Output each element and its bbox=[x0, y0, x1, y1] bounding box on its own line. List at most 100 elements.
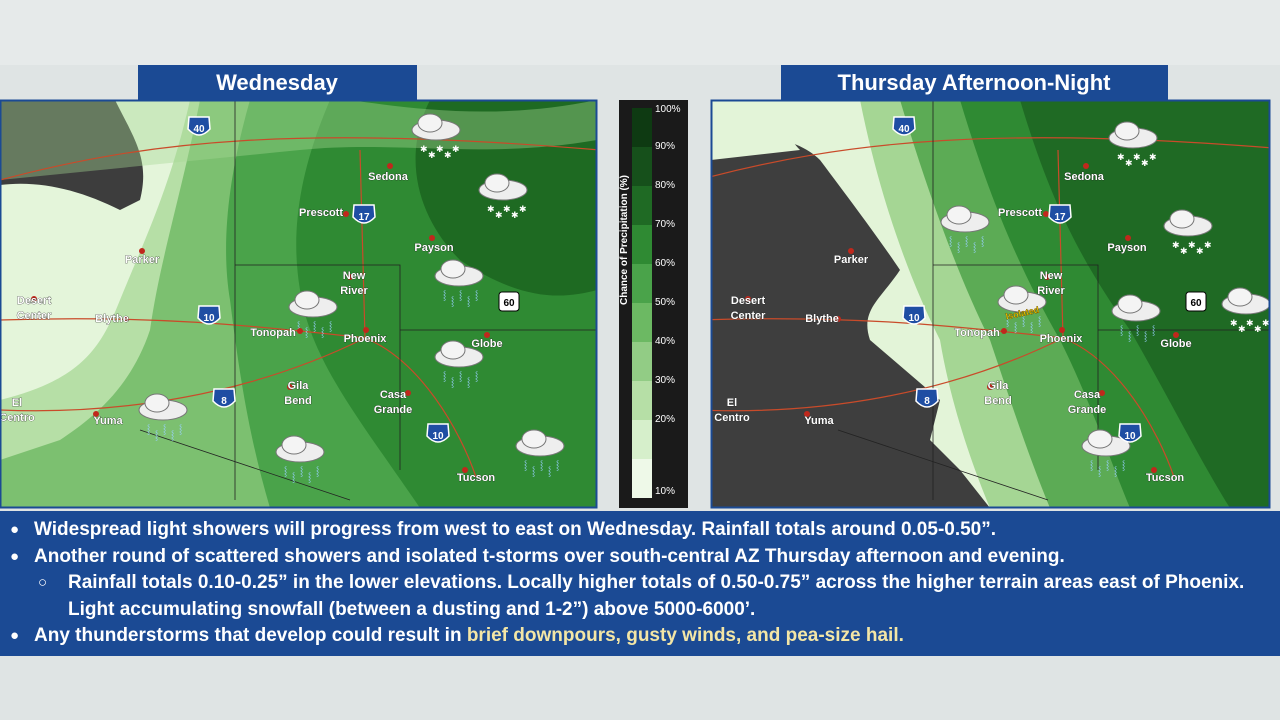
city-label: Payson bbox=[414, 242, 453, 254]
precip-icon: ⸾ bbox=[284, 466, 287, 477]
precip-icon: ⸾ bbox=[1022, 316, 1025, 327]
highway-number: 40 bbox=[898, 124, 910, 135]
precip-icon: ⸾ bbox=[1090, 460, 1093, 471]
highway-number: 60 bbox=[503, 298, 515, 309]
legend-swatch bbox=[632, 303, 652, 342]
bullet-text: Another round of scattered showers and i… bbox=[34, 545, 1065, 567]
city-label: River bbox=[340, 285, 368, 297]
bullet-text: Any thunderstorms that develop could res… bbox=[34, 625, 467, 646]
city-dot bbox=[848, 248, 854, 254]
city-dot bbox=[484, 332, 490, 338]
city-label: El bbox=[727, 397, 737, 409]
city-label: Payson bbox=[1107, 242, 1146, 254]
precip-icon: ⸾ bbox=[1152, 325, 1155, 336]
cloud-icon bbox=[440, 340, 466, 360]
cloud-icon bbox=[1169, 209, 1195, 229]
precip-icon: ⸾ bbox=[1122, 460, 1125, 471]
precip-icon: ⸾ bbox=[532, 466, 535, 477]
precip-icon: ⸾ bbox=[467, 296, 470, 307]
city-label: Grande bbox=[374, 404, 413, 416]
road bbox=[0, 318, 477, 478]
legend-tick: 100% bbox=[655, 104, 681, 115]
precip-icon: ⸾ bbox=[475, 290, 478, 301]
precip-icon: ✱ bbox=[1230, 318, 1238, 328]
precip-icon: ⸾ bbox=[443, 290, 446, 301]
precip-icon: ⸾ bbox=[1038, 316, 1041, 327]
legend-tick: 70% bbox=[655, 219, 675, 230]
precip-icon: ⸾ bbox=[459, 290, 462, 301]
highway-number: 17 bbox=[358, 212, 370, 223]
city-dot bbox=[93, 411, 99, 417]
road bbox=[711, 137, 1270, 178]
interstate-shield bbox=[915, 388, 939, 408]
precip-icon: ⸾ bbox=[1106, 460, 1109, 471]
city-label: Gila bbox=[288, 380, 310, 392]
city-dot bbox=[835, 316, 841, 322]
city-label: Desert bbox=[731, 295, 766, 307]
city-label: Tonopah bbox=[250, 327, 296, 339]
city-dot bbox=[429, 235, 435, 241]
interstate-shield bbox=[892, 116, 916, 136]
city-dot bbox=[1083, 163, 1089, 169]
precip-icon: ⸾ bbox=[981, 236, 984, 247]
city-label: Center bbox=[17, 310, 53, 322]
bullet: Another round of scattered showers and i… bbox=[10, 544, 1260, 571]
precip-icon: ✱ bbox=[444, 150, 452, 160]
precip-icon: ✱ bbox=[1125, 158, 1133, 168]
precip-icon: ✱ bbox=[487, 204, 495, 214]
legend-tick: 60% bbox=[655, 258, 675, 269]
precip-icon: ⸾ bbox=[321, 327, 324, 338]
road bbox=[0, 149, 366, 412]
city-dot bbox=[343, 211, 349, 217]
map-panel: ✱✱✱✱✱✱✱✱✱✱✱✱✱✱✱⸾⸾⸾⸾⸾⸾⸾⸾⸾⸾⸾⸾⸾⸾⸾⸾⸾⸾⸾⸾Sedon… bbox=[711, 100, 1270, 508]
highway-number: 10 bbox=[203, 313, 215, 324]
interstate-shield bbox=[426, 423, 450, 443]
legend-swatch bbox=[632, 108, 652, 147]
legend-tick: 50% bbox=[655, 297, 675, 308]
precip-icon: ✱ bbox=[1180, 246, 1188, 256]
interstate-shield bbox=[212, 388, 236, 408]
legend-swatch bbox=[632, 459, 652, 498]
highway-number: 40 bbox=[193, 124, 205, 135]
us-shield bbox=[498, 291, 520, 312]
precip-icon: ⸾ bbox=[308, 472, 311, 483]
title-box bbox=[138, 65, 417, 100]
city-label: Bend bbox=[284, 395, 312, 407]
city-label: Phoenix bbox=[1040, 333, 1084, 345]
city-dot bbox=[347, 274, 353, 280]
precip-icon: ⸾ bbox=[147, 424, 150, 435]
us-shield bbox=[1185, 291, 1207, 312]
notes: Widespread light showers will progress f… bbox=[0, 511, 1280, 656]
city-label: Blythe bbox=[95, 313, 129, 325]
city-dot bbox=[1099, 390, 1105, 396]
precip-icon: ⸾ bbox=[1136, 325, 1139, 336]
city-label: River bbox=[1037, 285, 1065, 297]
cloud-icon bbox=[1003, 285, 1029, 305]
interstate-shield bbox=[1048, 204, 1072, 224]
header-band bbox=[0, 0, 1280, 65]
city-label: Globe bbox=[471, 338, 502, 350]
city-label: Parker bbox=[125, 254, 160, 266]
precip-icon: ⸾ bbox=[1120, 325, 1123, 336]
city-dot bbox=[987, 384, 993, 390]
county-line bbox=[837, 100, 1270, 501]
city-dot bbox=[387, 163, 393, 169]
city-label: Yuma bbox=[804, 415, 834, 427]
bullet: Any thunderstorms that develop could res… bbox=[10, 623, 1260, 650]
city-label: Blythe bbox=[805, 313, 839, 325]
legend-swatch bbox=[632, 420, 652, 459]
city-label: Prescott bbox=[998, 207, 1042, 219]
city-label: Centro bbox=[0, 412, 35, 424]
city-label: Bend bbox=[984, 395, 1012, 407]
precip-icon: ✱ bbox=[503, 204, 511, 214]
legend-tick: 30% bbox=[655, 375, 675, 386]
highway-number: 8 bbox=[221, 396, 227, 407]
legend-swatch bbox=[632, 225, 652, 264]
cloud-icon bbox=[484, 173, 510, 193]
maps: ✱✱✱✱✱✱✱✱✱✱⸾⸾⸾⸾⸾⸾⸾⸾⸾⸾⸾⸾⸾⸾⸾⸾⸾⸾⸾⸾⸾⸾⸾⸾⸾⸾⸾⸾⸾⸾… bbox=[0, 65, 1271, 509]
city-label: Tucson bbox=[457, 472, 496, 484]
cloud-icon bbox=[1114, 121, 1140, 141]
cloud-icon bbox=[1087, 429, 1113, 449]
highway-number: 60 bbox=[1190, 298, 1202, 309]
road bbox=[711, 149, 1064, 412]
